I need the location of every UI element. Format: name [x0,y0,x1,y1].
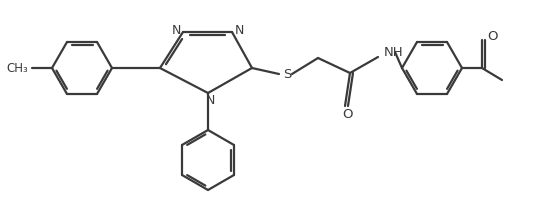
Text: NH: NH [384,46,404,59]
Text: O: O [487,30,498,43]
Text: N: N [234,25,244,38]
Text: S: S [283,67,291,80]
Text: CH₃: CH₃ [6,62,28,75]
Text: N: N [205,93,215,106]
Text: O: O [342,108,352,121]
Text: N: N [171,25,181,38]
